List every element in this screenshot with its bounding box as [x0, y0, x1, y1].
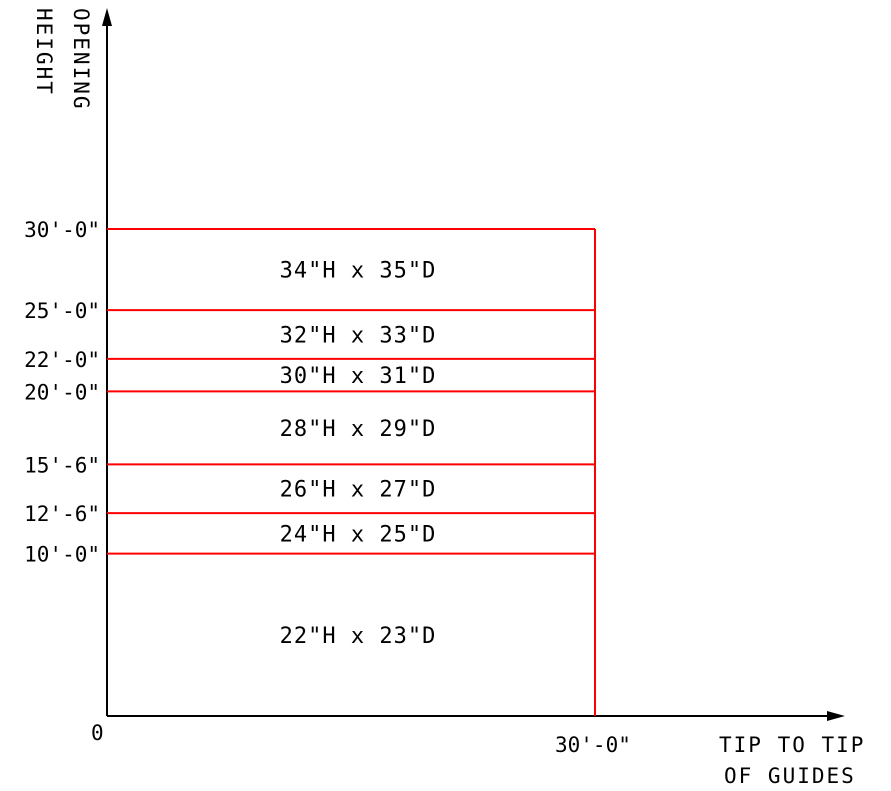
- zone-label: 34"H x 35"D: [280, 259, 437, 284]
- x-max-label: 30'-0": [555, 733, 631, 757]
- y-axis-title-line1: OPENING: [69, 8, 93, 111]
- x-axis-title-line2: OF GUIDES: [724, 764, 856, 788]
- y-axis-arrowhead: [102, 8, 112, 26]
- zone-label: 30"H x 31"D: [280, 364, 437, 389]
- zone-label: 24"H x 25"D: [280, 522, 437, 547]
- x-origin-label: 0: [91, 721, 104, 745]
- y-tick-label: 25'-0": [24, 299, 100, 323]
- y-tick-label: 22'-0": [24, 348, 100, 372]
- x-axis-arrowhead: [827, 711, 845, 721]
- y-axis-title-line2: HEIGHT: [32, 8, 56, 96]
- y-tick-label: 10'-0": [24, 543, 100, 567]
- y-tick-label: 20'-0": [24, 380, 100, 404]
- zone-label: 32"H x 33"D: [280, 324, 437, 349]
- zone-label: 26"H x 27"D: [280, 478, 437, 503]
- y-tick-label: 12'-6": [24, 502, 100, 526]
- y-tick-label: 15'-6": [24, 453, 100, 477]
- x-axis-title-line1: TIP TO TIP: [719, 733, 865, 757]
- zone-label: 22"H x 23"D: [280, 624, 437, 649]
- zone-label: 28"H x 29"D: [280, 417, 437, 442]
- y-tick-label: 30'-0": [24, 218, 100, 242]
